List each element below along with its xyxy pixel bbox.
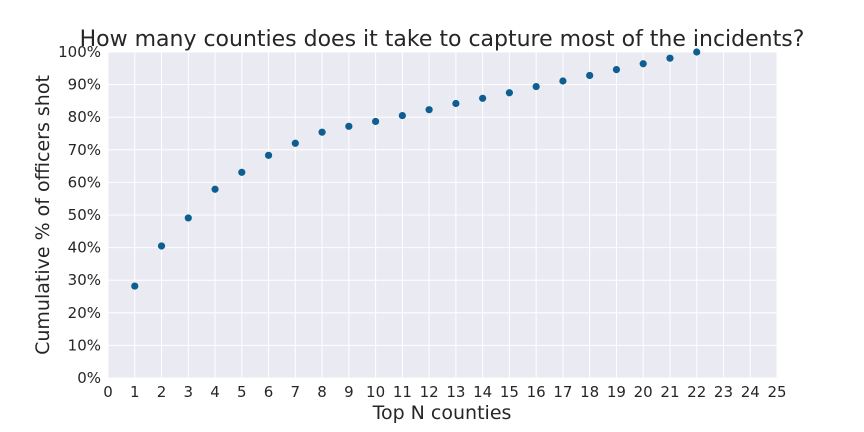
y-tick-label: 100% — [58, 43, 101, 61]
data-point — [211, 185, 219, 193]
data-point — [479, 94, 487, 102]
x-tick-label: 7 — [291, 383, 301, 401]
data-point — [505, 89, 513, 97]
x-tick-label: 23 — [714, 383, 733, 401]
x-axis-ticks: 0 1 2 3 4 5 6 7 8 9 10 11 12 13 14 15 16 17 18 19 20 21 22 23 24… — [103, 383, 786, 401]
x-tick-label: 2 — [157, 383, 167, 401]
x-tick-label: 8 — [317, 383, 327, 401]
data-point — [131, 282, 139, 290]
data-point — [559, 77, 567, 85]
x-tick-label: 13 — [446, 383, 465, 401]
y-tick-label: 0% — [77, 369, 101, 387]
x-tick-label: 3 — [184, 383, 194, 401]
y-tick-label: 20% — [68, 304, 101, 322]
data-points — [131, 48, 701, 290]
x-tick-label: 16 — [527, 383, 546, 401]
y-tick-label: 90% — [68, 76, 101, 94]
data-point — [639, 60, 647, 68]
data-point — [532, 82, 540, 91]
y-tick-label: 50% — [68, 206, 101, 224]
x-tick-label: 12 — [420, 383, 439, 401]
x-tick-label: 1 — [130, 383, 140, 401]
x-tick-label: 14 — [473, 383, 492, 401]
x-tick-label: 22 — [687, 383, 706, 401]
x-tick-label: 10 — [366, 383, 385, 401]
y-axis-ticks: 0% 10% 20% 30% 40% 50% 60% 70% 80% 90% 100% — [58, 43, 101, 387]
data-point — [345, 122, 353, 130]
data-point — [318, 128, 326, 136]
y-tick-label: 70% — [68, 141, 101, 159]
data-point — [157, 242, 166, 250]
grid-lines — [107, 51, 778, 379]
x-axis-title: Top N counties — [372, 402, 512, 424]
y-tick-label: 30% — [68, 271, 101, 289]
data-point — [291, 139, 299, 147]
x-tick-label: 17 — [553, 383, 572, 401]
data-point — [425, 106, 433, 114]
data-point — [612, 66, 621, 74]
data-point — [666, 54, 674, 62]
x-tick-label: 24 — [741, 383, 760, 401]
x-tick-label: 11 — [393, 383, 412, 401]
data-point — [586, 71, 594, 80]
x-tick-label: 21 — [660, 383, 679, 401]
chart-title: How many counties does it take to captur… — [80, 27, 805, 52]
y-tick-label: 80% — [68, 108, 101, 126]
x-tick-label: 25 — [767, 383, 786, 401]
y-axis-title: Cumulative % of officers shot — [32, 75, 54, 355]
data-point — [372, 117, 380, 126]
x-tick-label: 18 — [580, 383, 599, 401]
y-tick-label: 40% — [68, 239, 101, 257]
x-tick-label: 15 — [500, 383, 519, 401]
data-point — [693, 48, 701, 56]
x-tick-label: 19 — [607, 383, 626, 401]
data-point — [184, 214, 192, 222]
x-tick-label: 20 — [634, 383, 653, 401]
data-point — [398, 111, 406, 120]
y-tick-label: 10% — [68, 336, 101, 354]
x-tick-label: 6 — [264, 383, 274, 401]
data-point — [238, 168, 246, 176]
y-tick-label: 60% — [68, 173, 101, 191]
x-tick-label: 9 — [344, 383, 354, 401]
x-tick-label: 4 — [210, 383, 220, 401]
data-point — [264, 151, 273, 159]
x-tick-label: 0 — [103, 383, 113, 401]
x-tick-label: 5 — [237, 383, 247, 401]
data-point — [452, 99, 460, 108]
